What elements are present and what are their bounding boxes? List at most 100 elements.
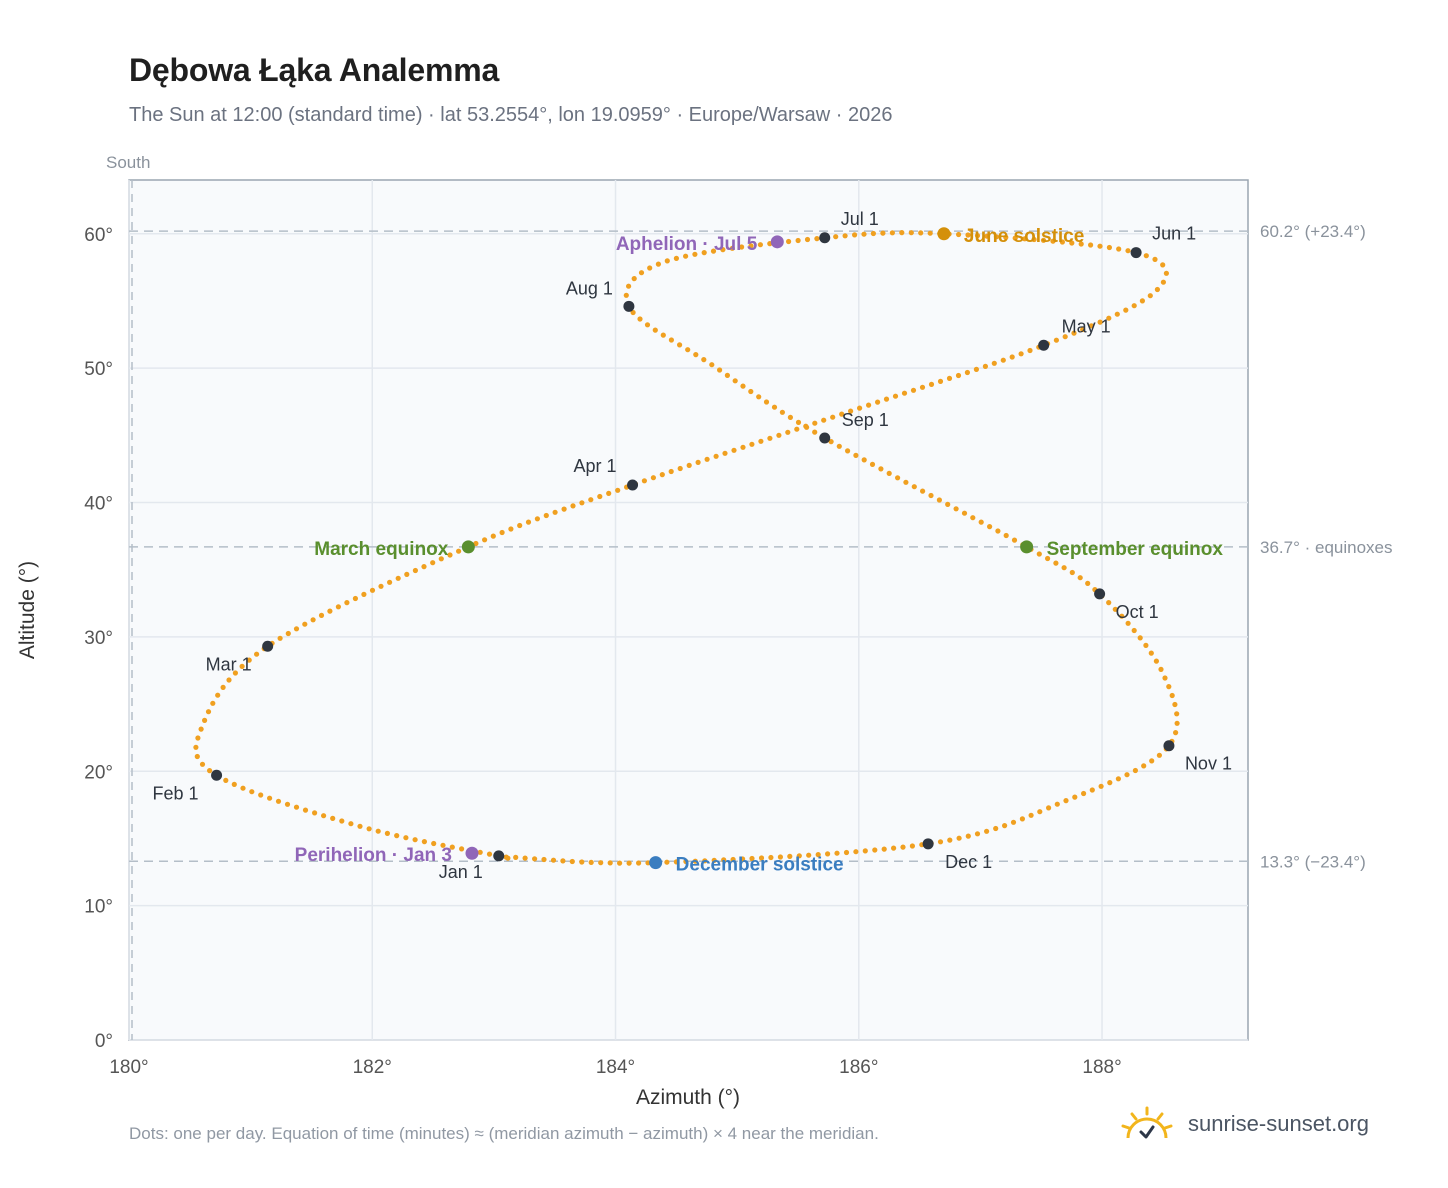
daily-dot (786, 238, 792, 245)
daily-dot (982, 363, 989, 369)
daily-dot (1031, 236, 1037, 243)
daily-dot (763, 399, 770, 405)
daily-dot (704, 456, 710, 462)
daily-dot (302, 621, 308, 627)
daily-dot (199, 761, 206, 767)
daily-dot (895, 475, 901, 481)
daily-dot (205, 709, 212, 715)
daily-dot (1063, 798, 1069, 804)
month-marker (211, 769, 223, 781)
month-label: Jan 1 (439, 862, 483, 882)
daily-dot (1115, 776, 1121, 782)
daily-dot (318, 612, 325, 619)
daily-dot (366, 826, 372, 832)
daily-dot (1059, 239, 1065, 245)
daily-dot (285, 630, 291, 637)
daily-dot (683, 858, 689, 865)
daily-dot (731, 447, 737, 453)
daily-dot (995, 528, 1001, 534)
axes: 180° 182° 184° 186° 188° 0° 10° 20° 30° 40° 50° 60°… (16, 225, 1122, 1109)
daily-dot (683, 253, 689, 259)
daily-dot (1088, 323, 1094, 329)
daily-dot (226, 677, 232, 683)
daily-dot (1045, 555, 1051, 562)
daily-dot (508, 526, 514, 532)
daily-dot (636, 860, 642, 866)
daily-dot (321, 813, 327, 819)
daily-dot (804, 236, 811, 243)
daily-dot (991, 360, 997, 366)
daily-dot (459, 846, 465, 852)
daily-dot (430, 560, 436, 566)
daily-dot (1028, 812, 1034, 818)
daily-dot (1002, 823, 1008, 829)
daily-dot (369, 587, 376, 593)
month-marker (922, 838, 934, 850)
daily-dot (740, 383, 746, 389)
daily-dot (732, 378, 738, 384)
daily-dot (853, 452, 859, 458)
daily-dot (246, 657, 252, 663)
daily-dot (560, 858, 566, 864)
daily-dot (1062, 334, 1068, 340)
daily-dot (293, 626, 300, 632)
daily-dot (677, 465, 683, 472)
x-tick-label: 186° (839, 1057, 878, 1078)
month-label: Feb 1 (153, 783, 199, 803)
month-marker (1094, 588, 1106, 600)
daily-dot (872, 847, 878, 853)
daily-dot (804, 424, 810, 430)
daily-dot (626, 283, 632, 289)
month-marker (819, 432, 831, 444)
daily-dot (886, 470, 892, 476)
reference-lines: South 60.2° (+23.4°) 36.7° · equinoxes 13.3… (106, 153, 1393, 1040)
daily-dot (1018, 351, 1024, 357)
daily-dot (717, 367, 723, 373)
brand-name[interactable]: sunrise-sunset.org (1188, 1111, 1369, 1136)
daily-dot (664, 859, 670, 865)
daily-dot (908, 230, 914, 236)
daily-dot (637, 316, 643, 322)
daily-dot (330, 815, 336, 822)
daily-dot (756, 394, 762, 400)
daily-dot (348, 821, 354, 827)
daily-dot (1153, 658, 1159, 664)
daily-dot (875, 399, 881, 405)
daily-dot (412, 567, 418, 574)
y-axis-title: Altitude (°) (16, 561, 39, 659)
daily-dot (1119, 613, 1125, 619)
daily-dot (352, 595, 358, 602)
month-marker (1038, 339, 1050, 351)
daily-dot (965, 232, 971, 238)
daily-dot (1080, 326, 1086, 333)
daily-dot (668, 468, 674, 475)
daily-dot (1011, 537, 1018, 543)
daily-dot (1112, 606, 1118, 612)
daily-dot (686, 462, 692, 468)
daily-dot (881, 846, 887, 852)
daily-dot (1098, 783, 1104, 789)
daily-dot (730, 856, 736, 863)
daily-dot (1158, 666, 1164, 673)
daily-dot (606, 490, 612, 496)
daily-dot (375, 828, 381, 834)
daily-dot (911, 484, 917, 490)
daily-dot (552, 509, 558, 515)
daily-dot (655, 261, 662, 267)
daily-dot (254, 651, 260, 657)
daily-dot (1131, 627, 1137, 634)
daily-dot (1123, 307, 1129, 313)
daily-dot (194, 753, 200, 760)
event-label: March equinox (314, 539, 449, 560)
daily-dot (909, 843, 916, 849)
x-tick-label: 180° (109, 1057, 148, 1078)
gridlines (128, 180, 1248, 1041)
daily-dot (878, 466, 884, 472)
daily-dot (1046, 805, 1052, 811)
daily-dot (1116, 246, 1122, 252)
daily-dot (1169, 692, 1175, 699)
brand[interactable]: sunrise-sunset.org (1120, 1102, 1369, 1146)
daily-dot (749, 855, 755, 862)
daily-dot (825, 851, 831, 857)
daily-dot (785, 429, 791, 435)
